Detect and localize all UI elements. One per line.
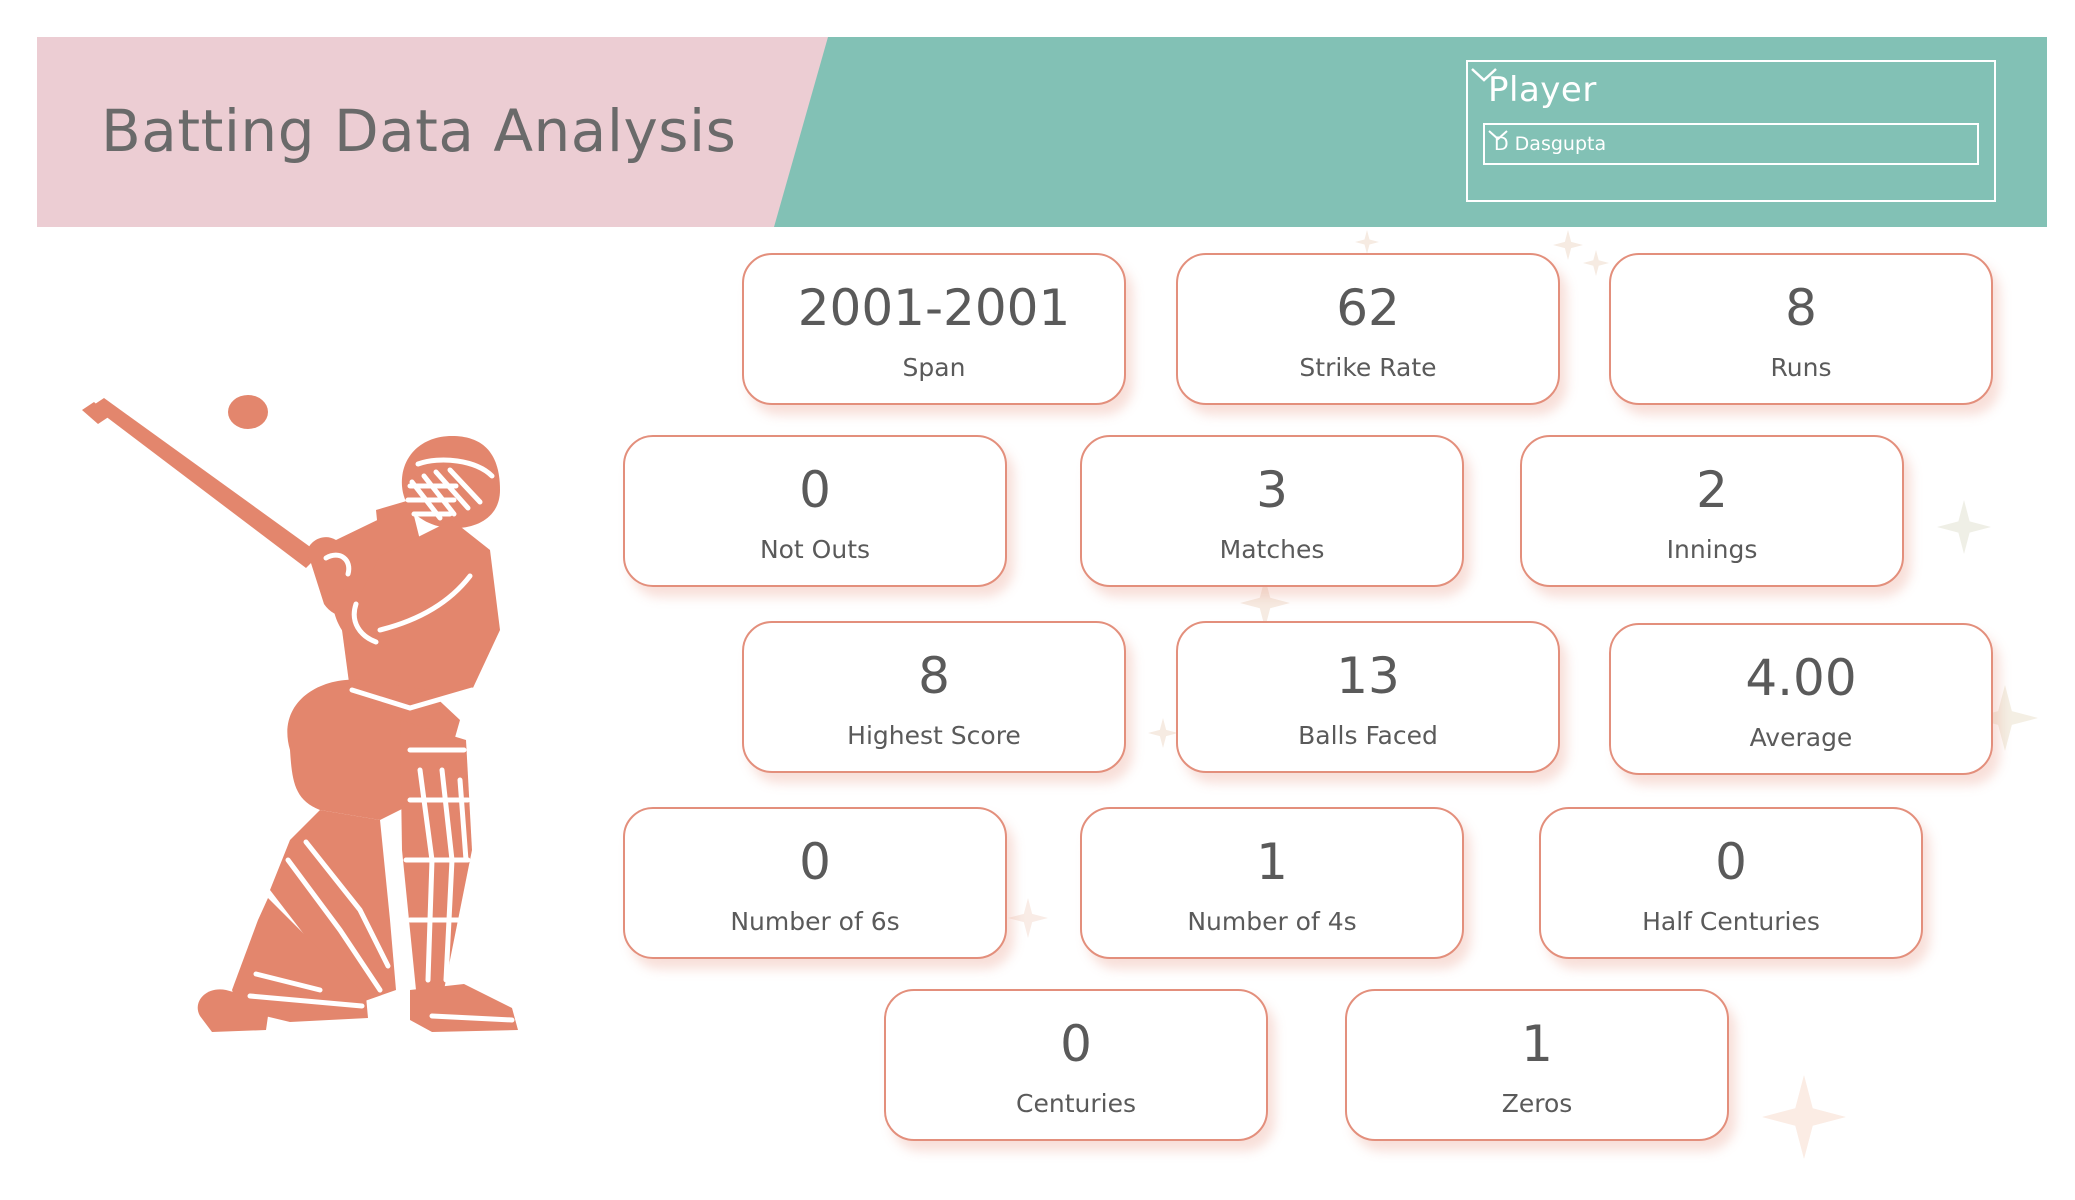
card-label: Innings xyxy=(1666,535,1758,564)
card-matches: 3 Matches xyxy=(1080,435,1464,587)
card-label: Centuries xyxy=(1016,1089,1136,1118)
card-label: Half Centuries xyxy=(1642,907,1820,936)
page-title: Batting Data Analysis xyxy=(101,97,737,165)
card-label: Balls Faced xyxy=(1298,721,1438,750)
card-label: Span xyxy=(902,353,966,382)
card-centuries: 0 Centuries xyxy=(884,989,1268,1141)
chevron-down-icon[interactable] xyxy=(1468,62,1500,86)
card-number-of-4s: 1 Number of 4s xyxy=(1080,807,1464,959)
sparkle-icon xyxy=(1148,718,1178,748)
card-innings: 2 Innings xyxy=(1520,435,1904,587)
cricket-batsman-illustration xyxy=(82,395,518,1032)
card-zeros: 1 Zeros xyxy=(1345,989,1729,1141)
card-value: 3 xyxy=(1256,461,1288,519)
card-value: 0 xyxy=(1715,833,1747,891)
slicer-title: Player xyxy=(1488,70,1597,110)
card-value: 62 xyxy=(1336,279,1400,337)
card-strike-rate: 62 Strike Rate xyxy=(1176,253,1560,405)
card-value: 1 xyxy=(1256,833,1288,891)
header-background xyxy=(37,37,2047,227)
player-dropdown[interactable]: D Dasgupta xyxy=(1483,123,1979,165)
player-slicer[interactable]: Player D Dasgupta xyxy=(1466,60,1996,202)
card-not-outs: 0 Not Outs xyxy=(623,435,1007,587)
card-label: Average xyxy=(1749,723,1853,752)
sparkle-icon xyxy=(1553,230,1583,260)
card-value: 2001-2001 xyxy=(797,279,1071,337)
card-label: Matches xyxy=(1219,535,1325,564)
card-label: Not Outs xyxy=(759,535,871,564)
card-runs: 8 Runs xyxy=(1609,253,1993,405)
card-highest-score: 8 Highest Score xyxy=(742,621,1126,773)
card-value: 0 xyxy=(799,833,831,891)
card-value: 8 xyxy=(1785,279,1817,337)
card-value: 4.00 xyxy=(1745,649,1857,707)
sparkle-icon xyxy=(1937,500,1991,554)
card-label: Strike Rate xyxy=(1299,353,1437,382)
card-half-centuries: 0 Half Centuries xyxy=(1539,807,1923,959)
card-label: Runs xyxy=(1770,353,1832,382)
card-label: Number of 4s xyxy=(1187,907,1357,936)
card-value: 0 xyxy=(1060,1015,1092,1073)
sparkle-icon xyxy=(1583,250,1609,276)
card-span: 2001-2001 Span xyxy=(742,253,1126,405)
player-dropdown-value: D Dasgupta xyxy=(1494,133,1607,155)
report-header: Batting Data Analysis Player D Dasgupta xyxy=(37,37,2047,227)
card-value: 2 xyxy=(1696,461,1728,519)
sparkle-icon xyxy=(1008,898,1048,938)
cricket-ball-icon xyxy=(228,395,268,429)
card-balls-faced: 13 Balls Faced xyxy=(1176,621,1560,773)
sparkle-icon xyxy=(1972,685,2038,751)
card-label: Highest Score xyxy=(847,721,1021,750)
card-value: 8 xyxy=(918,647,950,705)
card-value: 1 xyxy=(1521,1015,1553,1073)
card-label: Number of 6s xyxy=(730,907,900,936)
sparkle-icon xyxy=(1240,578,1290,628)
card-number-of-6s: 0 Number of 6s xyxy=(623,807,1007,959)
card-value: 13 xyxy=(1336,647,1400,705)
sparkle-icon xyxy=(1762,1075,1846,1159)
card-average: 4.00 Average xyxy=(1609,623,1993,775)
card-value: 0 xyxy=(799,461,831,519)
dropdown-arrow-icon[interactable] xyxy=(1485,125,1511,145)
card-label: Zeros xyxy=(1501,1089,1573,1118)
sparkle-icon xyxy=(1355,230,1379,254)
